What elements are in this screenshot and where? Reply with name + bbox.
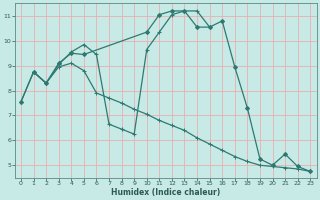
X-axis label: Humidex (Indice chaleur): Humidex (Indice chaleur) [111, 188, 220, 197]
